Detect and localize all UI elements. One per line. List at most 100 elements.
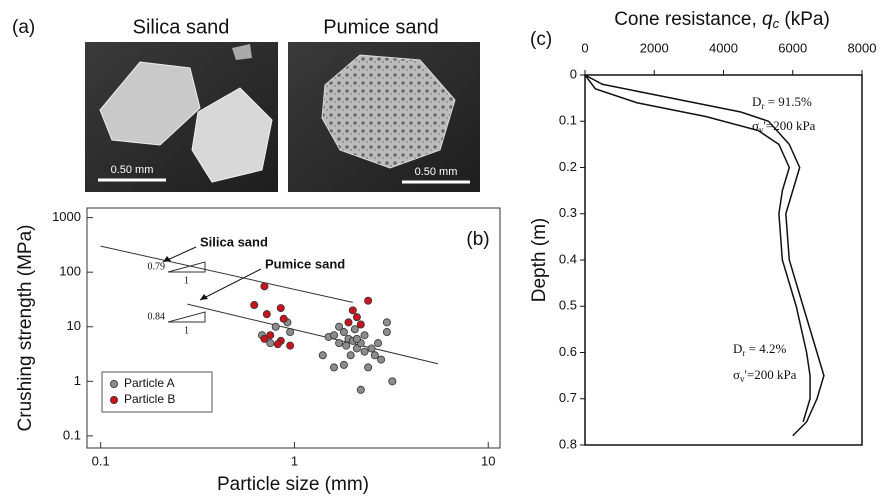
annotation-text: '=200 kPa	[745, 367, 797, 382]
y-tick-label: 0.1	[559, 113, 577, 128]
x-tick-label: 8000	[848, 40, 877, 55]
data-point	[260, 334, 269, 343]
y-tick-label: 0	[570, 66, 577, 81]
run-label: 1	[184, 275, 189, 286]
fit-line	[187, 303, 439, 365]
arrow-head	[200, 294, 208, 300]
annotation: Pumice sand	[265, 256, 345, 271]
annotation: σv'=200 kPa	[733, 367, 797, 384]
data-point	[388, 377, 397, 386]
data-point	[330, 363, 339, 372]
photo: 0.50 mm	[288, 42, 480, 192]
data-point	[360, 331, 369, 340]
x-tick-label: 0.1	[92, 453, 110, 468]
annotation-subscript: r	[742, 348, 745, 358]
data-point	[382, 318, 391, 327]
scale-label: 0.50 mm	[111, 164, 154, 176]
data-point	[260, 282, 269, 291]
legend-box	[101, 371, 213, 413]
y-axis-label: Depth (m)	[529, 218, 550, 302]
y-tick-label: 100	[59, 264, 81, 279]
profile-line	[584, 74, 811, 423]
annotation-text: = 4.2%	[745, 341, 786, 356]
data-point	[382, 328, 391, 337]
data-point	[352, 344, 361, 353]
legend-marker	[110, 379, 119, 388]
profile-line	[584, 74, 825, 437]
x-tick-label: 0	[581, 40, 588, 55]
data-point	[286, 328, 295, 337]
annotation-text: '=200 kPa	[764, 118, 816, 133]
fit-line	[100, 245, 353, 303]
data-point	[360, 347, 369, 356]
label-symbol: q	[762, 9, 773, 30]
slope-triangle	[167, 261, 206, 273]
annotation: Dr = 4.2%	[733, 341, 786, 358]
legend-marker	[110, 395, 119, 404]
data-point	[266, 331, 275, 340]
data-point	[335, 339, 344, 348]
data-point	[273, 340, 282, 349]
data-point	[344, 318, 353, 327]
label-unit: (kPa)	[779, 9, 830, 30]
x-axis-label: Cone resistance, qc (kPa)	[614, 9, 830, 31]
data-point	[335, 322, 344, 331]
x-tick-label: 1	[291, 453, 298, 468]
image-title: Silica sand	[133, 16, 230, 38]
data-point	[350, 325, 359, 334]
data-point	[318, 351, 327, 360]
annotation-text: = 91.5%	[764, 94, 812, 109]
data-point	[352, 334, 361, 343]
y-tick-label: 1	[74, 373, 81, 388]
scale-label: 0.50 mm	[415, 166, 458, 178]
data-point	[266, 339, 275, 348]
data-point	[262, 310, 271, 319]
panel-label: (a)	[12, 17, 35, 38]
annotation-subscript: v	[740, 374, 745, 384]
y-tick-label: 0.6	[559, 344, 577, 359]
data-point	[286, 341, 295, 350]
data-point	[339, 360, 348, 369]
annotation-symbol: σ	[733, 367, 740, 382]
data-point	[352, 313, 361, 322]
data-point	[364, 363, 373, 372]
x-tick-label: 2000	[640, 40, 669, 55]
legend-label: Particle A	[124, 376, 175, 390]
y-tick-label: 0.3	[559, 205, 577, 220]
data-point	[250, 301, 259, 310]
data-point	[276, 304, 285, 313]
annotation: σv'=200 kPa	[752, 118, 816, 135]
slope-label: 0.84	[148, 311, 166, 322]
data-point	[330, 331, 339, 340]
plot-frame	[86, 207, 501, 449]
data-point	[348, 306, 357, 315]
y-tick-label: 0.8	[559, 436, 577, 451]
data-point	[271, 322, 280, 331]
x-axis-label: Particle size (mm)	[217, 474, 369, 495]
annotation-symbol: D	[752, 94, 761, 109]
annotation: Silica sand	[200, 234, 268, 249]
y-tick-label: 0.4	[559, 251, 577, 266]
annotation-symbol: D	[733, 341, 742, 356]
data-point	[342, 341, 351, 350]
y-tick-label: 10	[67, 318, 81, 333]
data-point	[364, 296, 373, 305]
legend-label: Particle B	[124, 392, 175, 406]
data-point	[339, 328, 348, 337]
data-point	[367, 344, 376, 353]
y-tick-label: 1000	[52, 209, 81, 224]
panel-label: (b)	[466, 229, 489, 250]
data-point	[356, 320, 365, 329]
y-tick-label: 0.5	[559, 298, 577, 313]
run-label: 1	[184, 325, 189, 336]
slope-label: 0.79	[148, 261, 166, 272]
panel-b: (b) Particle size (mm) Crushing strength…	[15, 207, 501, 495]
panel-label: (c)	[530, 29, 552, 50]
y-tick-label: 0.7	[559, 390, 577, 405]
y-tick-label: 0.1	[63, 427, 81, 442]
label-text: Cone resistance,	[614, 9, 762, 30]
data-point	[370, 351, 379, 360]
x-tick-label: 4000	[709, 40, 738, 55]
x-tick-label: 10	[481, 453, 495, 468]
